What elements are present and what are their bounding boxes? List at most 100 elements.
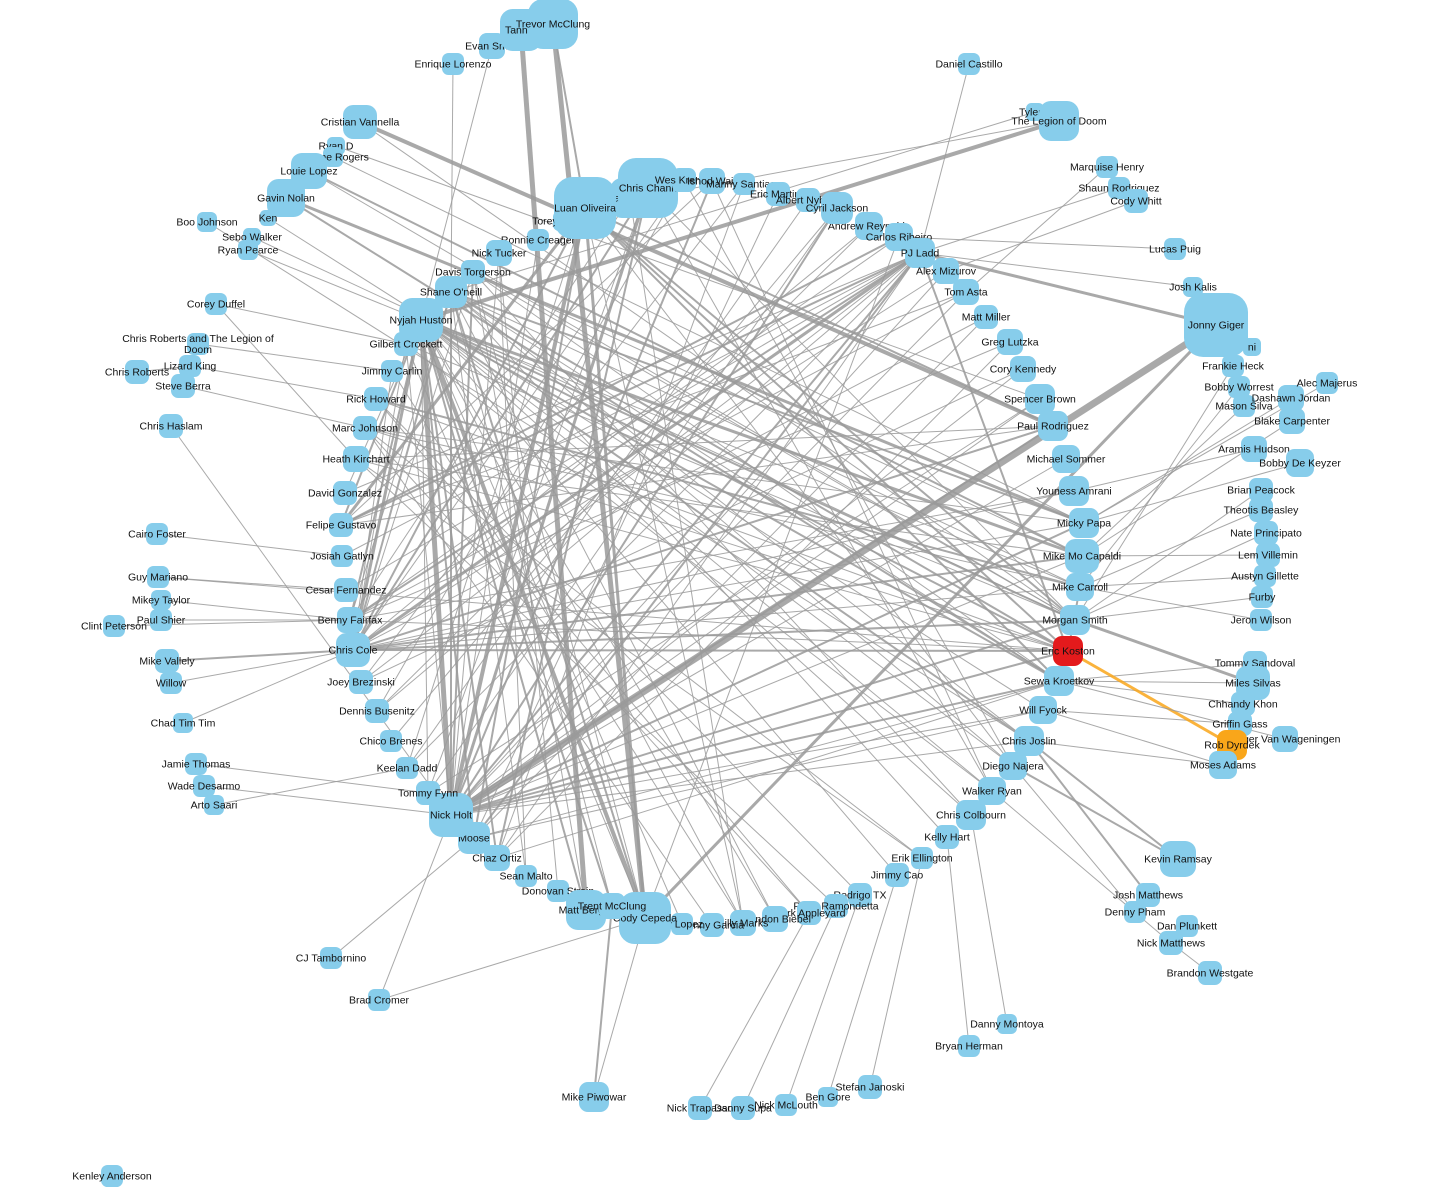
node-shape[interactable] xyxy=(334,578,358,602)
node-shape[interactable] xyxy=(599,893,625,919)
node-shape[interactable] xyxy=(1159,931,1183,955)
node-shape[interactable] xyxy=(1254,565,1276,587)
node-shape[interactable] xyxy=(365,699,389,723)
graph-node-billy-marks[interactable]: Billy Marks xyxy=(718,910,769,936)
node-shape[interactable] xyxy=(1286,449,1314,477)
node-shape[interactable] xyxy=(775,1094,797,1116)
node-shape[interactable] xyxy=(1272,726,1298,752)
node-shape[interactable] xyxy=(1222,355,1244,377)
node-shape[interactable] xyxy=(146,523,168,545)
node-shape[interactable] xyxy=(1233,395,1255,417)
graph-node-stefan-janoski[interactable]: Stefan Janoski xyxy=(836,1075,905,1099)
node-shape[interactable] xyxy=(1108,177,1130,199)
node-shape[interactable] xyxy=(151,590,171,610)
node-shape[interactable] xyxy=(911,847,933,869)
node-shape[interactable] xyxy=(730,910,756,936)
graph-node-keelan-dadd[interactable]: Keelan Dadd xyxy=(377,757,438,779)
node-shape[interactable] xyxy=(1249,498,1273,522)
node-shape[interactable] xyxy=(381,360,403,382)
node-shape[interactable] xyxy=(1065,539,1099,573)
graph-node-marc-johnson[interactable]: Marc Johnson xyxy=(332,416,398,440)
node-shape[interactable] xyxy=(429,793,473,837)
graph-node-nick-trapasso[interactable]: Nick Trapasso xyxy=(667,1096,734,1120)
graph-node-chad-tim-tim[interactable]: Chad Tim Tim xyxy=(151,713,216,733)
graph-node-arto-saari[interactable]: Arto Saari xyxy=(191,795,238,815)
node-shape[interactable] xyxy=(1096,156,1118,178)
node-shape[interactable] xyxy=(380,730,402,752)
graph-node-jamie-thomas[interactable]: Jamie Thomas xyxy=(162,753,231,775)
node-shape[interactable] xyxy=(1243,338,1261,356)
node-shape[interactable] xyxy=(933,258,959,284)
node-shape[interactable] xyxy=(1136,883,1160,907)
graph-node-lucas-puig[interactable]: Lucas Puig xyxy=(1149,238,1201,260)
node-shape[interactable] xyxy=(672,168,696,192)
graph-node-austyn-gillette[interactable]: Austyn Gillette xyxy=(1231,565,1299,587)
node-shape[interactable] xyxy=(353,416,377,440)
node-shape[interactable] xyxy=(1164,238,1186,260)
node-shape[interactable] xyxy=(997,1014,1017,1034)
node-shape[interactable] xyxy=(396,757,418,779)
graph-node-mike-vallely[interactable]: Mike Vallely xyxy=(139,649,195,673)
graph-node-ben-gore[interactable]: Ben Gore xyxy=(806,1087,851,1107)
node-shape[interactable] xyxy=(125,360,149,384)
graph-node-ryan-pearce[interactable]: Ryan Pearce xyxy=(218,240,279,260)
node-shape[interactable] xyxy=(733,173,755,195)
graph-node-chris-haslam[interactable]: Chris Haslam xyxy=(139,414,203,438)
node-shape[interactable] xyxy=(527,229,549,251)
graph-node-chris-roberts-and-the-legion-of-doom[interactable]: Chris Roberts and The Legion of Doom xyxy=(122,333,274,356)
graph-node-mike-piwowar[interactable]: Mike Piwowar xyxy=(562,1082,627,1112)
node-shape[interactable] xyxy=(699,168,725,194)
graph-node-cj-tambornino[interactable]: CJ Tambornino xyxy=(296,947,367,969)
node-shape[interactable] xyxy=(885,863,909,887)
node-shape[interactable] xyxy=(566,890,606,930)
node-shape[interactable] xyxy=(1014,726,1044,756)
node-shape[interactable] xyxy=(1038,411,1068,441)
node-shape[interactable] xyxy=(484,845,510,871)
node-shape[interactable] xyxy=(1250,609,1272,631)
node-shape[interactable] xyxy=(796,188,820,212)
node-shape[interactable] xyxy=(978,777,1006,805)
node-shape[interactable] xyxy=(1124,189,1148,213)
node-shape[interactable] xyxy=(1228,376,1250,398)
graph-node-marquise-henry[interactable]: Marquise Henry xyxy=(1070,156,1145,178)
node-shape[interactable] xyxy=(688,1096,712,1120)
graph-node-boo-johnson[interactable]: Boo Johnson xyxy=(176,212,238,232)
node-shape[interactable] xyxy=(160,672,182,694)
node-shape[interactable] xyxy=(1059,476,1089,506)
node-shape[interactable] xyxy=(731,1096,755,1120)
node-shape[interactable] xyxy=(1044,666,1074,696)
node-shape[interactable] xyxy=(579,1082,609,1112)
node-shape[interactable] xyxy=(333,481,357,505)
node-shape[interactable] xyxy=(1231,692,1255,716)
node-shape[interactable] xyxy=(479,33,505,59)
graph-node-greg-lutzka[interactable]: Greg Lutzka xyxy=(981,329,1039,355)
graph-node-luan-oliveira[interactable]: Luan Oliveira xyxy=(554,177,616,239)
graph-node-frankie-heck[interactable]: Frankie Heck xyxy=(1202,355,1265,377)
graph-node-steve-berra[interactable]: Steve Berra xyxy=(155,374,211,398)
graph-node-chris-joslin[interactable]: Chris Joslin xyxy=(1002,726,1056,756)
node-shape[interactable] xyxy=(762,906,788,932)
node-shape[interactable] xyxy=(1241,436,1267,462)
node-shape[interactable] xyxy=(824,894,848,918)
node-shape[interactable] xyxy=(205,293,227,315)
node-shape[interactable] xyxy=(343,105,377,139)
node-shape[interactable] xyxy=(515,865,537,887)
node-shape[interactable] xyxy=(147,566,169,588)
graph-node-mike-carroll[interactable]: Mike Carroll xyxy=(1052,573,1108,601)
node-shape[interactable] xyxy=(958,1035,980,1057)
graph-node-brad-cromer[interactable]: Brad Cromer xyxy=(349,989,410,1011)
graph-node-chris-roberts[interactable]: Chris Roberts xyxy=(105,360,169,384)
node-shape[interactable] xyxy=(337,607,363,633)
node-shape[interactable] xyxy=(935,825,959,849)
node-shape[interactable] xyxy=(260,210,276,226)
node-shape[interactable] xyxy=(700,913,724,937)
node-shape[interactable] xyxy=(1124,901,1146,923)
node-shape[interactable] xyxy=(547,880,569,902)
node-shape[interactable] xyxy=(1198,961,1222,985)
node-shape[interactable] xyxy=(1160,841,1196,877)
node-shape[interactable] xyxy=(619,892,671,944)
graph-node-michael-sommer[interactable]: Michael Sommer xyxy=(1027,445,1106,473)
node-shape[interactable] xyxy=(159,414,183,438)
node-shape[interactable] xyxy=(956,800,986,830)
graph-node-daniel-castillo[interactable]: Daniel Castillo xyxy=(935,53,1003,75)
